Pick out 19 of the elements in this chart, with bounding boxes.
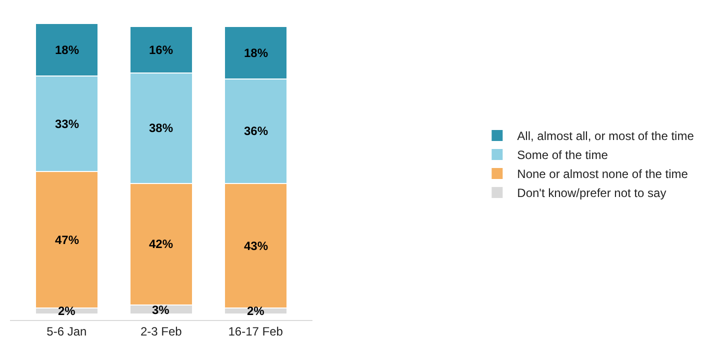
- x-tick-label: 2-3 Feb: [140, 324, 182, 338]
- legend-label: None or almost none of the time: [517, 167, 688, 182]
- legend-label: Some of the time: [517, 148, 608, 162]
- x-tick-label: 16-17 Feb: [228, 324, 284, 338]
- data-label: 2%: [247, 304, 265, 318]
- data-label: 33%: [55, 117, 80, 131]
- x-tick-label: 5-6 Jan: [46, 324, 87, 338]
- legend-label: Don't know/prefer not to say: [517, 186, 666, 200]
- data-label: 42%: [149, 237, 174, 251]
- data-label: 16%: [149, 43, 174, 57]
- data-label: 43%: [244, 239, 268, 253]
- data-label: 2%: [58, 304, 76, 318]
- data-label: 47%: [55, 233, 80, 247]
- data-label: 3%: [152, 303, 170, 317]
- legend-label: All, almost all, or most of the time: [517, 129, 694, 144]
- data-label: 38%: [149, 121, 174, 135]
- data-label: 18%: [55, 43, 80, 57]
- data-label: 18%: [244, 46, 268, 60]
- data-label: 36%: [244, 124, 268, 138]
